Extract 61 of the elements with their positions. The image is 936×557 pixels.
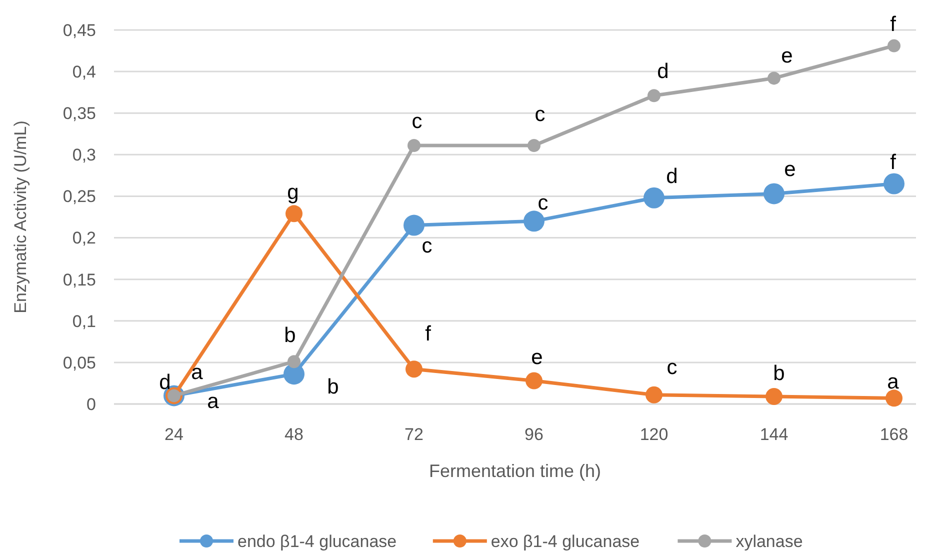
annotation: d	[657, 60, 669, 84]
annotation: f	[425, 322, 432, 346]
point	[884, 173, 904, 194]
annotation: c	[412, 110, 422, 133]
annotation: e	[531, 346, 543, 370]
point	[524, 210, 544, 232]
annotation: c	[666, 356, 678, 380]
annotation: c	[422, 234, 432, 258]
point	[644, 187, 664, 208]
point	[406, 360, 422, 378]
annotation: b	[773, 362, 785, 385]
annotation: d	[666, 165, 678, 188]
y-tick-label: 0	[86, 394, 96, 414]
y-axis-title: Enzymatic Activity (U/mL)	[11, 120, 30, 314]
x-tick-label: 120	[640, 425, 668, 444]
annotation: a	[887, 370, 900, 394]
annotation: c	[538, 192, 548, 215]
y-tick-label: 0,1	[72, 312, 96, 331]
annotation: f	[890, 151, 896, 174]
x-tick-label: 48	[284, 425, 304, 444]
x-tick-label: 144	[760, 425, 788, 444]
annotation: b	[327, 375, 339, 398]
point	[408, 139, 420, 152]
legend-label: exo β1-4 glucanase	[490, 532, 640, 551]
annotation: f	[890, 13, 896, 36]
point	[404, 214, 424, 236]
annotation: d	[159, 371, 171, 394]
point	[526, 372, 542, 390]
point	[768, 72, 780, 85]
point	[886, 390, 902, 407]
point	[888, 39, 900, 52]
annotation: g	[287, 181, 299, 204]
x-tick-label: 168	[880, 425, 908, 444]
point	[286, 205, 302, 222]
annotation: b	[284, 324, 296, 347]
y-tick-label: 0,2	[72, 228, 96, 248]
legend-label: xylanase	[736, 532, 803, 551]
x-tick-label: 24	[164, 425, 184, 444]
annotation: c	[534, 102, 546, 126]
y-tick-label: 0,05	[62, 353, 96, 372]
point	[648, 89, 660, 102]
y-tick-label: 0,35	[62, 104, 96, 124]
annotation: a	[191, 361, 204, 384]
y-tick-label: 0,45	[62, 20, 96, 40]
point	[646, 386, 662, 404]
annotation: a	[207, 390, 220, 414]
y-tick-label: 0,25	[62, 187, 96, 206]
annotation: e	[781, 44, 793, 68]
y-tick-label: 0,15	[62, 270, 96, 290]
x-axis-title: Fermentation time (h)	[428, 461, 602, 481]
annotation: e	[784, 158, 796, 182]
point	[528, 139, 540, 152]
legend-label: endo β1-4 glucanase	[238, 532, 397, 551]
point	[766, 388, 782, 406]
y-tick-label: 0,3	[72, 146, 96, 165]
point	[284, 364, 304, 385]
y-tick-label: 0,4	[72, 62, 96, 82]
x-tick-label: 72	[404, 425, 424, 444]
x-tick-label: 96	[524, 425, 544, 444]
point	[764, 183, 784, 204]
point	[288, 355, 300, 368]
